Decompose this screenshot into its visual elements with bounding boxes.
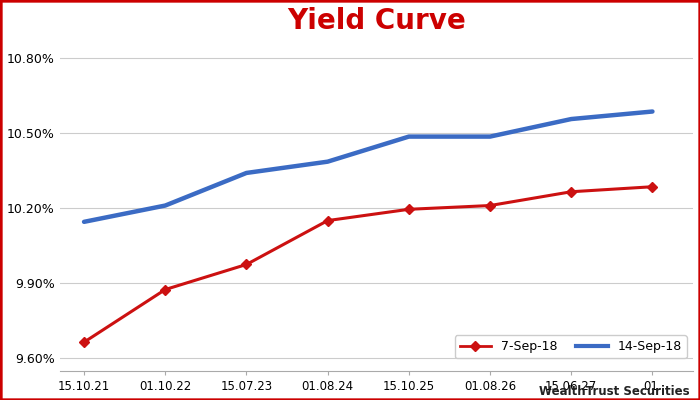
14-Sep-18 [486,134,494,139]
7-Sep-18 [323,218,332,223]
14-Sep-18 [567,117,575,122]
Line: 7-Sep-18: 7-Sep-18 [80,183,656,346]
Line: 14-Sep-18: 14-Sep-18 [84,112,652,222]
14-Sep-18 [323,159,332,164]
7-Sep-18 [567,189,575,194]
14-Sep-18 [80,220,88,224]
14-Sep-18 [161,203,169,208]
7-Sep-18 [648,184,657,189]
Legend: 7-Sep-18, 14-Sep-18: 7-Sep-18, 14-Sep-18 [455,335,687,358]
7-Sep-18 [486,203,494,208]
14-Sep-18 [648,109,657,114]
Text: WealthTrust Securities: WealthTrust Securities [539,385,690,398]
7-Sep-18 [161,287,169,292]
7-Sep-18 [405,207,413,212]
Title: Yield Curve: Yield Curve [287,7,466,35]
7-Sep-18 [80,340,88,344]
7-Sep-18 [242,262,251,267]
14-Sep-18 [405,134,413,139]
14-Sep-18 [242,170,251,175]
